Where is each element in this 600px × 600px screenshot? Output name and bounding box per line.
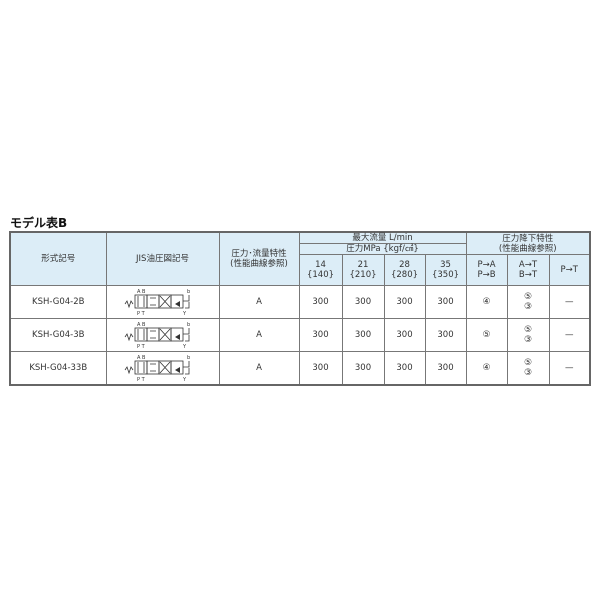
symbol-label-pt: P T	[137, 311, 146, 316]
hydraulic-valve-symbol-icon: A B P T b Y	[124, 355, 190, 382]
model-cell: KSH-G04-2B	[9, 285, 107, 319]
symbol-label-y: Y	[182, 311, 187, 316]
header-pressure-35: 35 {350}	[424, 254, 467, 286]
header-ab-to-t: A→T B→T	[506, 254, 550, 286]
flow-cell: 300	[298, 285, 343, 319]
header-p-to-ab: P→A P→B	[465, 254, 508, 286]
symbol-label-ab: A B	[137, 355, 146, 361]
flow-cell: 300	[424, 318, 467, 352]
header-pressure-drop: 圧力降下特性 (性能曲線参照)	[465, 231, 591, 255]
flow-cell: 300	[383, 285, 426, 319]
flow-cell: 300	[424, 351, 467, 386]
header-pressure-21: 21 {210}	[341, 254, 385, 286]
header-max-flow: 最大流量 L/min	[298, 231, 467, 244]
symbol-label-ab: A B	[137, 322, 146, 328]
characteristic-cell: A	[218, 285, 300, 319]
hydraulic-valve-symbol-icon: A B P T b Y	[124, 289, 190, 316]
characteristic-cell: A	[218, 351, 300, 386]
characteristic-cell: A	[218, 318, 300, 352]
flow-cell: 300	[383, 318, 426, 352]
flow-cell: 300	[341, 351, 385, 386]
p-to-t-cell: —	[548, 318, 591, 352]
p-to-t-cell: —	[548, 285, 591, 319]
table-row: KSH-G04-33B A B P T b Y A 300 300 300 30…	[9, 351, 591, 386]
jis-symbol-cell: A B P T b Y	[105, 351, 220, 386]
flow-cell: 300	[424, 285, 467, 319]
table-row: KSH-G04-2B A B P T b Y A 300 300 300 300…	[9, 285, 591, 319]
symbol-label-pt: P T	[137, 377, 146, 382]
flow-cell: 300	[298, 318, 343, 352]
symbol-label-b: b	[187, 322, 190, 328]
header-jis: JIS油圧図記号	[105, 231, 220, 286]
table-title: モデル表B	[10, 216, 68, 230]
p-to-ab-cell: ⑤	[465, 318, 508, 352]
flow-cell: 300	[298, 351, 343, 386]
jis-symbol-cell: A B P T b Y	[105, 285, 220, 319]
symbol-label-y: Y	[182, 377, 187, 382]
symbol-label-ab: A B	[137, 289, 146, 295]
symbol-label-pt: P T	[137, 344, 146, 349]
p-to-ab-cell: ④	[465, 351, 508, 386]
flow-cell: 300	[341, 318, 385, 352]
table-row: KSH-G04-3B A B P T b Y A 300 300 300 300…	[9, 318, 591, 352]
header-pressure: 圧力MPa {kgf/㎠}	[298, 243, 467, 255]
flow-cell: 300	[383, 351, 426, 386]
model-cell: KSH-G04-3B	[9, 318, 107, 352]
p-to-ab-cell: ④	[465, 285, 508, 319]
model-table: 形式記号 JIS油圧図記号 圧力･流量特性 (性能曲線参照) 最大流量 L/min…	[9, 231, 591, 386]
jis-symbol-cell: A B P T b Y	[105, 318, 220, 352]
symbol-label-b: b	[187, 355, 190, 361]
header-pressure-28: 28 {280}	[383, 254, 426, 286]
symbol-label-b: b	[187, 289, 190, 295]
header-p-to-t: P→T	[548, 254, 591, 286]
hydraulic-valve-symbol-icon: A B P T b Y	[124, 322, 190, 349]
header-pressure-14: 14 {140}	[298, 254, 343, 286]
flow-cell: 300	[341, 285, 385, 319]
header-characteristic: 圧力･流量特性 (性能曲線参照)	[218, 231, 300, 286]
symbol-label-y: Y	[182, 344, 187, 349]
p-to-t-cell: —	[548, 351, 591, 386]
header-model: 形式記号	[9, 231, 107, 286]
model-cell: KSH-G04-33B	[9, 351, 107, 386]
